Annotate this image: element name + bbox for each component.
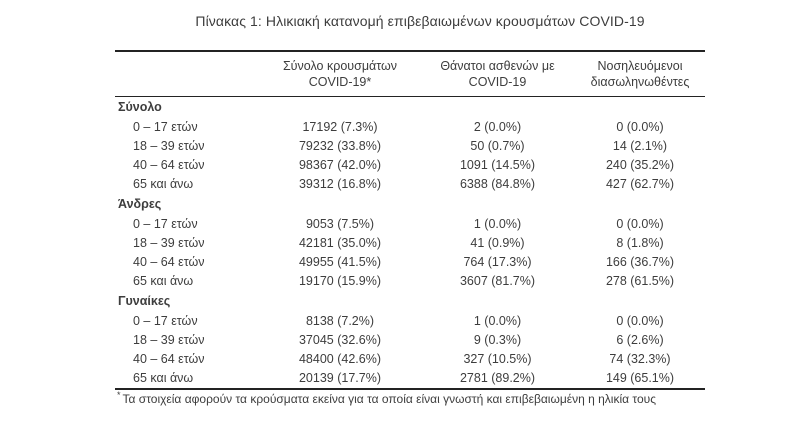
intubated-value: 427 (62.7%) [605, 177, 675, 191]
column-header-empty [115, 51, 260, 97]
cases-value: 79232 (33.8%) [298, 139, 381, 153]
cases-value: 98367 (42.0%) [298, 158, 381, 172]
intubated-value: 0 (0.0%) [616, 217, 664, 231]
table-row: 18 – 39 ετών 42181 (35.0%) 41 (0.9%) 8 (1.8… [115, 234, 705, 253]
table-row: 0 – 17 ετών 17192 (7.3%) 2 (0.0%) 0 (0.0%) [115, 118, 705, 137]
footnote-asterisk: * [117, 390, 121, 400]
age-group-label: 0 – 17 ετών [133, 217, 198, 231]
age-group-label: 18 – 39 ετών [133, 139, 205, 153]
column-header-line: COVID-19* [308, 75, 372, 89]
column-header-line: Νοσηλευόμενοι [597, 59, 683, 73]
intubated-value: 8 (1.8%) [616, 236, 664, 250]
cases-value: 8138 (7.2%) [305, 314, 375, 328]
table-row: 65 και άνω 19170 (15.9%) 3607 (81.7%) 278 (… [115, 272, 705, 291]
cases-value: 17192 (7.3%) [302, 120, 378, 134]
deaths-value: 41 (0.9%) [470, 236, 525, 250]
deaths-value: 764 (17.3%) [463, 255, 532, 269]
cases-value: 39312 (16.8%) [298, 177, 381, 191]
section-header-row: Άνδρες [115, 194, 705, 215]
age-group-label: 0 – 17 ετών [133, 314, 198, 328]
cases-value: 37045 (32.6%) [298, 333, 381, 347]
age-group-label: 40 – 64 ετών [133, 158, 205, 172]
header-row: Σύνολο κρουσμάτων COVID-19* Θάνατοι ασθε… [115, 51, 705, 97]
intubated-value: 0 (0.0%) [616, 120, 664, 134]
table-row: 65 και άνω 39312 (16.8%) 6388 (84.8%) 427 (… [115, 175, 705, 194]
column-header-line: COVID-19 [468, 75, 527, 89]
section-header-row: Σύνολο [115, 97, 705, 119]
age-group-label: 18 – 39 ετών [133, 333, 205, 347]
table-row: 40 – 64 ετών 48400 (42.6%) 327 (10.5%) 74 (… [115, 350, 705, 369]
section-label: Άνδρες [118, 197, 162, 211]
age-group-label: 65 και άνω [133, 177, 194, 191]
cases-value: 19170 (15.9%) [298, 274, 381, 288]
column-header-deaths: Θάνατοι ασθενών με COVID-19 [420, 51, 575, 97]
section-label: Σύνολο [118, 100, 162, 114]
table-row: 40 – 64 ετών 98367 (42.0%) 1091 (14.5%) 240… [115, 156, 705, 175]
deaths-value: 2781 (89.2%) [459, 371, 536, 385]
intubated-value: 240 (35.2%) [605, 158, 675, 172]
age-group-label: 40 – 64 ετών [133, 352, 205, 366]
table-row: 65 και άνω 20139 (17.7%) 2781 (89.2%) 149 (… [115, 369, 705, 389]
intubated-value: 149 (65.1%) [605, 371, 675, 385]
column-header-total-cases: Σύνολο κρουσμάτων COVID-19* [260, 51, 420, 97]
column-header-line: Θάνατοι ασθενών με [440, 59, 555, 73]
intubated-value: 166 (36.7%) [605, 255, 675, 269]
intubated-value: 14 (2.1%) [612, 139, 668, 153]
section-label: Γυναίκες [118, 294, 171, 308]
table-row: 0 – 17 ετών 9053 (7.5%) 1 (0.0%) 0 (0.0%) [115, 215, 705, 234]
data-table: Σύνολο κρουσμάτων COVID-19* Θάνατοι ασθε… [115, 50, 705, 390]
age-group-label: 0 – 17 ετών [133, 120, 198, 134]
table-row: 0 – 17 ετών 8138 (7.2%) 1 (0.0%) 0 (0.0%) [115, 312, 705, 331]
intubated-value: 278 (61.5%) [605, 274, 675, 288]
age-group-label: 65 και άνω [133, 371, 194, 385]
age-group-label: 40 – 64 ετών [133, 255, 205, 269]
table-row: 40 – 64 ετών 49955 (41.5%) 764 (17.3%) 166 … [115, 253, 705, 272]
intubated-value: 74 (32.3%) [609, 352, 671, 366]
footnote-text: Τα στοιχεία αφορούν τα κρούσματα εκείνα … [122, 392, 656, 406]
cases-value: 9053 (7.5%) [305, 217, 375, 231]
deaths-value: 1 (0.0%) [473, 314, 522, 328]
cases-value: 48400 (42.6%) [298, 352, 381, 366]
deaths-value: 1091 (14.5%) [459, 158, 536, 172]
age-group-label: 18 – 39 ετών [133, 236, 205, 250]
cases-value: 42181 (35.0%) [298, 236, 381, 250]
deaths-value: 6388 (84.8%) [459, 177, 536, 191]
table-row: 18 – 39 ετών 37045 (32.6%) 9 (0.3%) 6 (2.6%… [115, 331, 705, 350]
table-row: 18 – 39 ετών 79232 (33.8%) 50 (0.7%) 14 (2.… [115, 137, 705, 156]
column-header-intubated: Νοσηλευόμενοι διασωληνωθέντες [575, 51, 705, 97]
deaths-value: 3607 (81.7%) [459, 274, 536, 288]
deaths-value: 2 (0.0%) [473, 120, 522, 134]
page-title: Πίνακας 1: Ηλικιακή κατανομή επιβεβαιωμέ… [195, 13, 645, 29]
deaths-value: 1 (0.0%) [473, 217, 522, 231]
column-header-line: Σύνολο κρουσμάτων [282, 59, 398, 73]
cases-value: 20139 (17.7%) [298, 371, 381, 385]
deaths-value: 50 (0.7%) [470, 139, 525, 153]
footnote: * Τα στοιχεία αφορούν τα κρούσματα εκείνα… [117, 390, 717, 406]
cases-value: 49955 (41.5%) [298, 255, 381, 269]
intubated-value: 6 (2.6%) [616, 333, 664, 347]
intubated-value: 0 (0.0%) [616, 314, 664, 328]
column-header-line: διασωληνωθέντες [590, 75, 690, 89]
deaths-value: 9 (0.3%) [473, 333, 522, 347]
section-header-row: Γυναίκες [115, 291, 705, 312]
covid-age-distribution-table: Σύνολο κρουσμάτων COVID-19* Θάνατοι ασθε… [115, 50, 705, 390]
deaths-value: 327 (10.5%) [463, 352, 532, 366]
age-group-label: 65 και άνω [133, 274, 194, 288]
